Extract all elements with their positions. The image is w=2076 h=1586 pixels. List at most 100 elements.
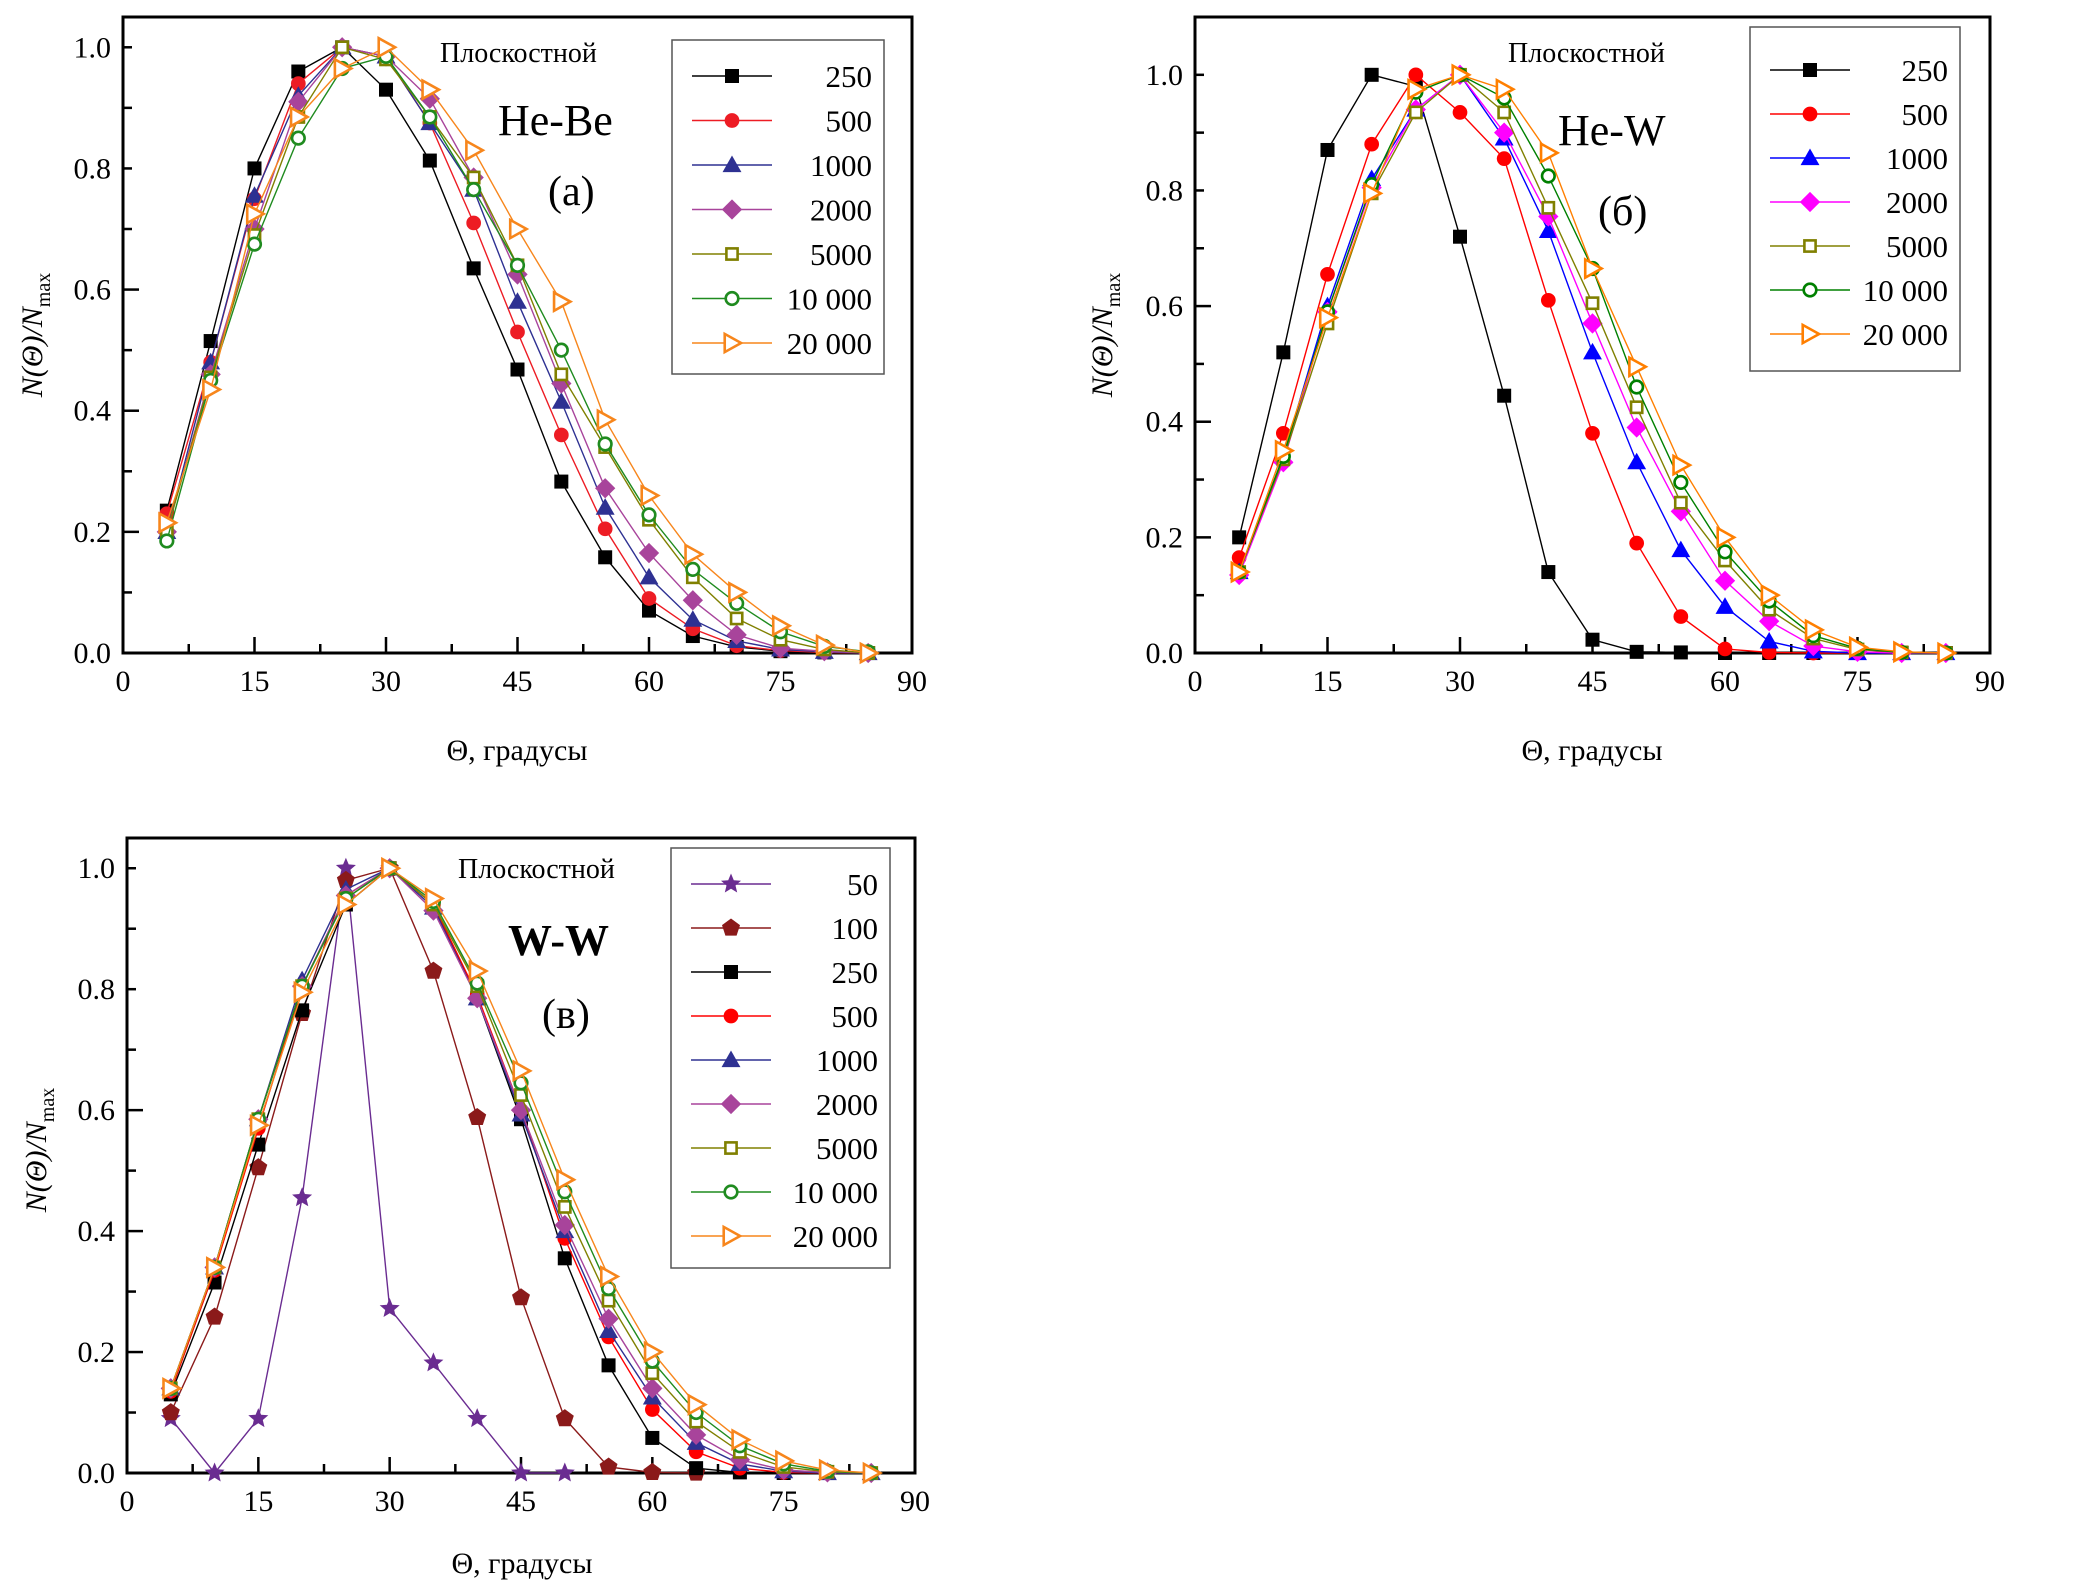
data-point bbox=[1495, 77, 1516, 101]
data-point bbox=[1408, 105, 1423, 120]
data-point bbox=[512, 1059, 533, 1083]
x-tick-label: 75 bbox=[769, 1485, 799, 1518]
legend-label: 500 bbox=[826, 104, 873, 139]
y-tick-label: 0.0 bbox=[74, 637, 112, 670]
data-point bbox=[204, 1462, 225, 1482]
data-point bbox=[1937, 641, 1958, 665]
orientation-annotation: Плоскостной bbox=[440, 38, 597, 69]
panel-label: (б) bbox=[1598, 189, 1647, 235]
data-point bbox=[1629, 535, 1645, 551]
data-point bbox=[641, 591, 657, 606]
data-point bbox=[1716, 526, 1737, 549]
data-point bbox=[162, 1377, 183, 1400]
data-point bbox=[1538, 206, 1559, 227]
data-point bbox=[639, 567, 659, 585]
legend-marker bbox=[1801, 322, 1822, 346]
legend-marker bbox=[1802, 282, 1818, 298]
legend-item: 20 000 bbox=[691, 1219, 878, 1254]
data-point bbox=[466, 261, 481, 276]
legend-item: 2000 bbox=[691, 1087, 878, 1122]
data-point bbox=[1538, 221, 1558, 239]
legend: 50 100 250 500 1000 2000 5000 10 000 20 000 bbox=[670, 847, 891, 1269]
legend-item: 2000 bbox=[1770, 185, 1948, 220]
data-point bbox=[1407, 77, 1428, 101]
data-point bbox=[1585, 296, 1600, 311]
y-tick-label: 0.6 bbox=[74, 274, 112, 307]
x-tick-label: 30 bbox=[375, 1485, 405, 1518]
x-tick-label: 60 bbox=[637, 1485, 667, 1518]
data-point bbox=[335, 857, 356, 877]
x-axis-title: Θ, градусы bbox=[446, 734, 587, 767]
data-point bbox=[1275, 425, 1291, 441]
data-point bbox=[333, 57, 354, 80]
data-point bbox=[638, 542, 660, 564]
data-point bbox=[1585, 632, 1600, 647]
data-point bbox=[552, 290, 574, 313]
data-point bbox=[687, 1393, 708, 1416]
data-point bbox=[465, 138, 486, 162]
legend-item: 5000 bbox=[691, 1131, 878, 1166]
data-point bbox=[555, 1409, 574, 1427]
data-point bbox=[1276, 345, 1291, 360]
legend-marker bbox=[1802, 106, 1818, 122]
x-axis-title: Θ, градусы bbox=[1521, 734, 1662, 767]
panel-label: (a) bbox=[548, 169, 595, 215]
data-point bbox=[1626, 417, 1647, 438]
data-point bbox=[684, 542, 705, 566]
x-tick-label: 75 bbox=[1843, 665, 1873, 698]
x-tick-label: 15 bbox=[1313, 665, 1343, 698]
legend-item: 20 000 bbox=[1770, 317, 1948, 352]
y-tick-label: 0.4 bbox=[74, 395, 112, 428]
data-point bbox=[1759, 631, 1779, 649]
data-point bbox=[640, 484, 661, 507]
legend-item: 500 bbox=[1770, 97, 1948, 132]
data-point bbox=[859, 641, 880, 665]
y-tick-label: 1.0 bbox=[74, 31, 112, 64]
y-tick-label: 0.2 bbox=[74, 516, 112, 549]
data-point bbox=[1497, 388, 1512, 403]
legend-marker bbox=[721, 199, 743, 220]
legend-marker bbox=[723, 331, 744, 355]
data-point bbox=[598, 550, 613, 565]
data-point bbox=[1318, 306, 1340, 329]
series-20000 bbox=[162, 856, 883, 1485]
legend-label: 5000 bbox=[1886, 229, 1948, 264]
data-point bbox=[1585, 425, 1600, 441]
system-label: W-W bbox=[508, 916, 609, 965]
data-point bbox=[818, 1458, 840, 1482]
data-point bbox=[641, 507, 657, 523]
legend-label: 20 000 bbox=[793, 1219, 878, 1254]
y-tick-label: 0.8 bbox=[78, 973, 116, 1006]
data-point bbox=[554, 474, 569, 489]
legend-item: 1000 bbox=[691, 1043, 878, 1078]
data-point bbox=[862, 1461, 883, 1485]
data-point bbox=[248, 1408, 269, 1428]
x-tick-label: 15 bbox=[240, 665, 270, 698]
data-point bbox=[601, 1358, 616, 1373]
x-axis-title: Θ, градусы bbox=[451, 1547, 592, 1580]
x-tick-label: 90 bbox=[900, 1485, 930, 1518]
y-tick-label: 0.4 bbox=[78, 1215, 116, 1248]
legend-box bbox=[1749, 26, 1961, 372]
panel-label: (в) bbox=[542, 992, 590, 1038]
data-point bbox=[599, 1321, 619, 1338]
data-point bbox=[1452, 105, 1468, 120]
legend-marker bbox=[1800, 148, 1820, 166]
data-point bbox=[421, 78, 442, 101]
y-tick-label: 0.4 bbox=[1146, 406, 1184, 439]
data-point bbox=[815, 633, 837, 657]
legend-label: 10 000 bbox=[1863, 273, 1948, 308]
y-tick-label: 1.0 bbox=[78, 852, 116, 885]
data-point bbox=[466, 170, 481, 185]
data-point bbox=[729, 611, 744, 626]
legend-item: 20 000 bbox=[692, 326, 872, 361]
system-label: He-Be bbox=[498, 96, 613, 145]
data-point bbox=[1672, 453, 1693, 477]
data-point bbox=[290, 76, 306, 91]
legend-marker bbox=[723, 1184, 739, 1200]
data-point bbox=[466, 215, 482, 231]
data-point bbox=[643, 1462, 662, 1480]
data-point bbox=[377, 35, 398, 59]
data-point bbox=[645, 1366, 660, 1381]
legend-label: 1000 bbox=[810, 148, 872, 183]
